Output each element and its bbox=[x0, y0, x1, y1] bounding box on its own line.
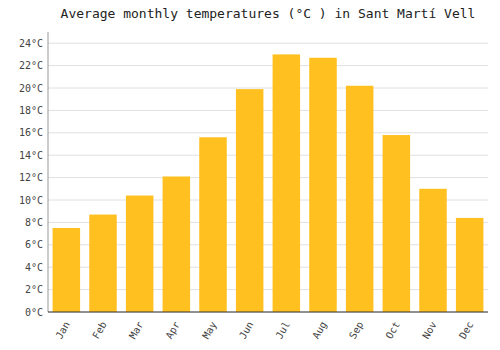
grid-line bbox=[48, 155, 488, 156]
bar bbox=[346, 86, 374, 312]
bar bbox=[89, 215, 117, 312]
chart-svg: Average monthly temperatures (°C ) in Sa… bbox=[0, 0, 500, 350]
bar bbox=[199, 137, 227, 312]
bar bbox=[419, 189, 447, 312]
grid-line bbox=[48, 132, 488, 133]
y-tick-label: 22°C bbox=[19, 60, 43, 71]
y-tick-label: 20°C bbox=[19, 83, 43, 94]
bar bbox=[456, 218, 484, 312]
x-axis-line bbox=[48, 312, 488, 313]
y-tick-label: 6°C bbox=[25, 239, 43, 250]
x-tick-label: Oct bbox=[384, 320, 403, 341]
y-tick-label: 14°C bbox=[19, 150, 43, 161]
grid-line bbox=[48, 65, 488, 66]
y-grid bbox=[48, 43, 488, 312]
y-axis-line bbox=[48, 32, 49, 312]
chart-container: Average monthly temperatures (°C ) in Sa… bbox=[0, 0, 500, 350]
bar bbox=[309, 58, 337, 312]
x-tick-label: Jan bbox=[54, 320, 73, 341]
y-tick-label: 18°C bbox=[19, 105, 43, 116]
x-tick-label: Jun bbox=[237, 320, 256, 341]
x-tick-label: May bbox=[200, 320, 219, 341]
bar bbox=[53, 228, 80, 312]
y-tick-label: 4°C bbox=[25, 262, 43, 273]
y-tick-labels: 0°C 2°C 4°C 6°C 8°C 10°C 12°C 14°C 16°C 18°C 20°C 2… bbox=[19, 38, 43, 318]
y-tick-label: 0°C bbox=[25, 307, 43, 318]
x-tick-label: Mar bbox=[127, 320, 146, 341]
x-tick-label: Jul bbox=[274, 320, 293, 341]
x-tick-label: Feb bbox=[90, 320, 109, 341]
bar bbox=[273, 54, 301, 312]
x-tick-labels: Jan Feb Mar Apr May Jun Jul Aug Sep Oct Nov Dec bbox=[54, 320, 476, 341]
grid-line bbox=[48, 312, 488, 313]
y-tick-label: 24°C bbox=[19, 38, 43, 49]
title: Average monthly temperatures (°C ) in Sa… bbox=[61, 6, 476, 21]
x-tick-label: Aug bbox=[310, 320, 329, 341]
bar bbox=[126, 196, 153, 312]
bars bbox=[53, 54, 484, 312]
grid-line bbox=[48, 43, 488, 44]
bar bbox=[236, 89, 264, 312]
y-tick-label: 2°C bbox=[25, 284, 43, 295]
x-tick-label: Apr bbox=[164, 320, 183, 341]
x-tick-label: Dec bbox=[457, 320, 476, 341]
grid-line bbox=[48, 177, 488, 178]
y-tick-label: 8°C bbox=[25, 217, 43, 228]
x-tick-label: Nov bbox=[420, 320, 439, 341]
y-tick-label: 16°C bbox=[19, 127, 43, 138]
y-tick-label: 12°C bbox=[19, 172, 43, 183]
x-tick-label: Sep bbox=[347, 320, 366, 341]
bar bbox=[383, 135, 411, 312]
grid-line bbox=[48, 110, 488, 111]
y-tick-label: 10°C bbox=[19, 195, 43, 206]
grid-line bbox=[48, 88, 488, 89]
bar bbox=[163, 176, 191, 312]
